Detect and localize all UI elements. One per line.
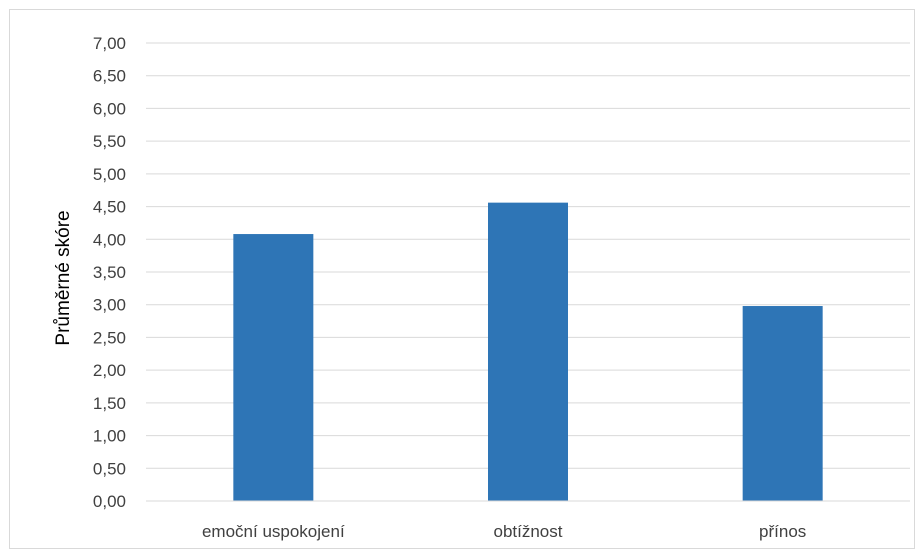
y-tick-label: 6,00: [93, 99, 126, 118]
y-tick-label: 3,50: [93, 263, 126, 282]
y-tick-label: 1,00: [93, 427, 126, 446]
y-tick-label: 0,00: [93, 492, 126, 511]
x-axis-tick-labels: emoční uspokojení obtížnost přínos: [202, 522, 806, 541]
y-tick-label: 4,00: [93, 230, 126, 249]
x-tick-label: obtížnost: [494, 522, 563, 541]
y-tick-label: 0,50: [93, 459, 126, 478]
y-tick-label: 2,00: [93, 361, 126, 380]
y-tick-label: 4,50: [93, 198, 126, 217]
y-tick-label: 3,00: [93, 296, 126, 315]
y-tick-label: 7,00: [93, 34, 126, 53]
y-axis-tick-labels: 0,00 0,50 1,00 1,50 2,00 2,50 3,00 3,50 4,00 4,50…: [93, 34, 126, 511]
x-tick-label: emoční uspokojení: [202, 522, 345, 541]
y-tick-label: 5,50: [93, 132, 126, 151]
y-tick-label: 1,50: [93, 394, 126, 413]
bar: [488, 202, 568, 501]
x-tick-label: přínos: [759, 522, 806, 541]
y-tick-label: 2,50: [93, 328, 126, 347]
bar: [233, 234, 314, 501]
y-axis-title: Průměrné skóre: [53, 210, 74, 345]
y-tick-label: 6,50: [93, 67, 126, 86]
bar: [742, 306, 823, 501]
y-tick-label: 5,00: [93, 165, 126, 184]
bars: [233, 202, 823, 501]
